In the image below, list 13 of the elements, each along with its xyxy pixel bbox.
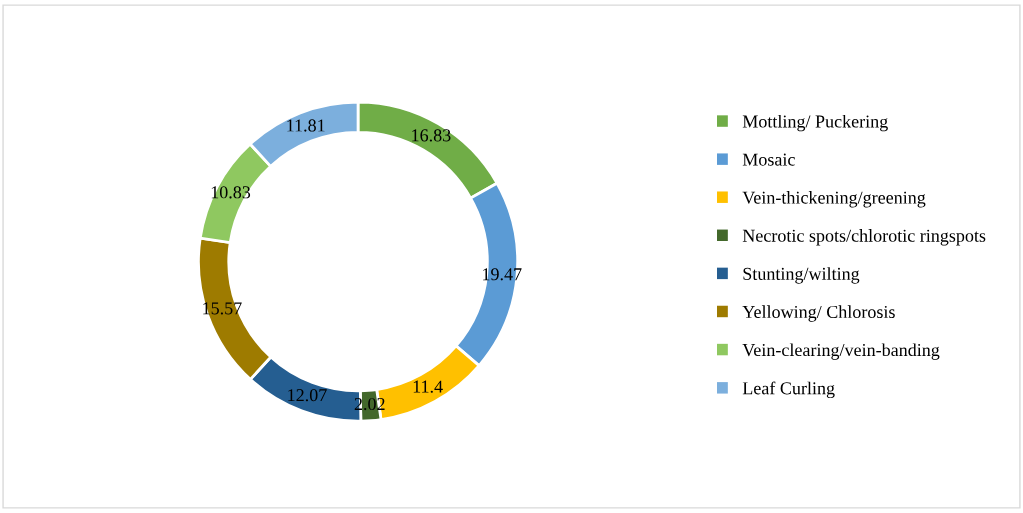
legend-label: Necrotic spots/chlorotic ringspots — [742, 229, 986, 246]
legend-label: Mottling/ Puckering — [742, 114, 888, 132]
data-label: 11.4 — [413, 380, 443, 393]
legend-label: Yellowing/ Chlorosis — [742, 305, 895, 322]
data-label: 12.07 — [288, 389, 327, 402]
legend-label: Leaf Curling — [742, 381, 835, 399]
legend-label: Vein-thickening/greening — [742, 191, 926, 208]
data-label: 16.83 — [412, 129, 451, 142]
data-label: 11.81 — [287, 119, 325, 132]
legend-label: Stunting/wilting — [743, 267, 860, 284]
legend-label: Mosaic — [742, 153, 795, 166]
legend-label: Vein-clearing/vein-banding — [742, 343, 940, 360]
data-label: 2.02 — [354, 397, 385, 411]
